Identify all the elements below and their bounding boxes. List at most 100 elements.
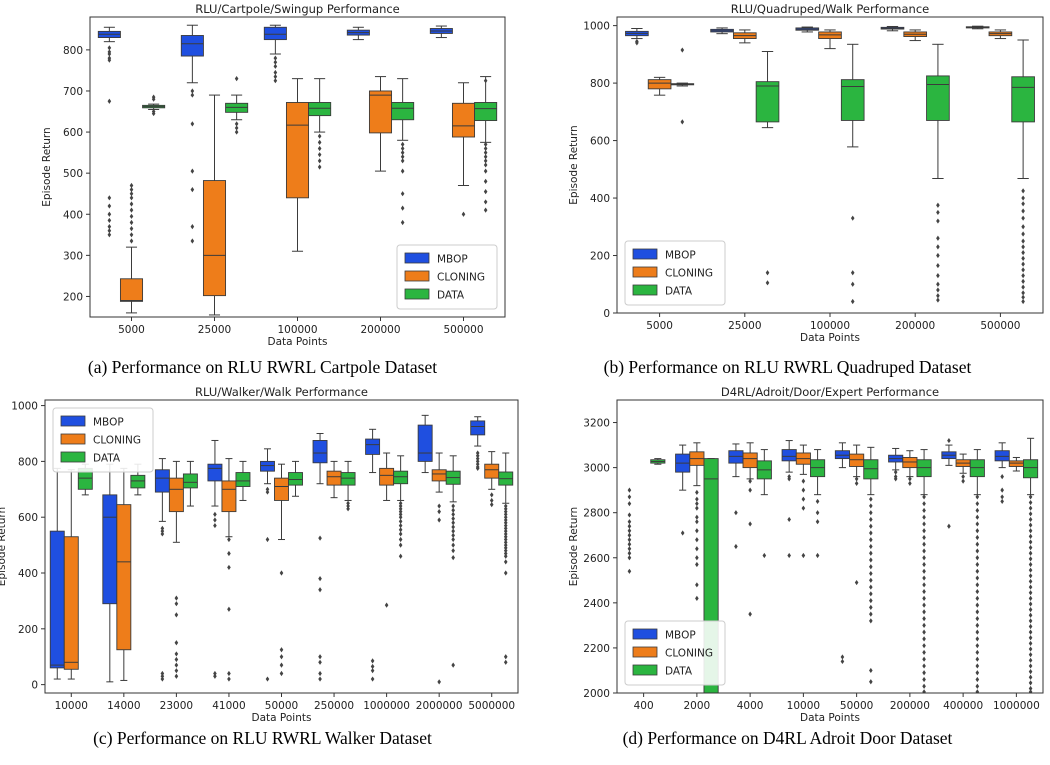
box-cloning [379, 467, 395, 486]
outlier-point [265, 536, 270, 543]
outlier-point [975, 636, 980, 642]
legend-swatch-cloning [404, 270, 430, 282]
outlier-point [1028, 652, 1033, 658]
outlier-point [437, 503, 441, 509]
outlier-point [151, 110, 156, 117]
outlier-point [318, 659, 322, 665]
outlier-point [483, 199, 488, 205]
outlier-point [190, 238, 195, 244]
outlier-point [398, 500, 403, 506]
outlier-point [346, 506, 350, 512]
outlier-point [975, 643, 980, 649]
plot-area [97, 24, 498, 316]
outlier-point [483, 141, 488, 147]
outlier-point [1028, 499, 1033, 506]
outlier-point [317, 164, 322, 170]
box-cloning [1008, 460, 1024, 467]
outlier-point [627, 546, 632, 552]
box-mbop [994, 450, 1010, 462]
outlier-point [483, 162, 488, 168]
outlier-point [936, 287, 940, 293]
outlier-point [869, 564, 873, 570]
outlier-point [975, 534, 980, 541]
box-cloning [849, 453, 865, 467]
outlier-point [370, 676, 375, 682]
outlier-point [317, 133, 322, 139]
box-cloning [274, 477, 289, 501]
outlier-point [893, 469, 898, 475]
outlier-point [922, 534, 926, 541]
outlier-point [975, 541, 980, 547]
chart-title: RLU/Cartpole/Swingup Performance [195, 2, 400, 16]
outlier-point [936, 281, 940, 287]
box-mbop [260, 460, 275, 472]
outlier-point [695, 582, 699, 588]
outlier-point [869, 584, 873, 590]
outlier-point [975, 676, 980, 683]
outlier-point [400, 154, 405, 160]
outlier-point [922, 541, 926, 547]
box-cloning [326, 470, 342, 486]
outlier-point [922, 575, 926, 581]
box-cloning [168, 477, 184, 513]
box-cloning [484, 463, 500, 479]
outlier-point [451, 555, 455, 561]
outlier-point [400, 158, 405, 164]
outlier-point [627, 541, 632, 547]
outlier-point [815, 519, 820, 525]
outlier-point [451, 536, 455, 543]
outlier-point [922, 514, 926, 520]
outlier-point [1028, 567, 1033, 573]
outlier-point [975, 494, 980, 500]
outlier-point [503, 503, 508, 509]
legend-swatch-mbop [632, 248, 658, 260]
outlier-point [483, 154, 488, 160]
box-data [288, 472, 303, 486]
box-data [474, 102, 498, 122]
outlier-point [160, 670, 165, 677]
outlier-point [174, 595, 179, 601]
outlier-point [107, 232, 112, 238]
y-tick-label: 600 [590, 136, 610, 148]
outlier-point [850, 281, 855, 287]
y-tick-label: 800 [18, 456, 38, 468]
x-tick-label: 50000 [840, 700, 873, 712]
outlier-point [398, 536, 403, 543]
outlier-point [503, 536, 508, 543]
box-mbop [781, 449, 797, 462]
outlier-point [695, 561, 699, 568]
outlier-point [279, 654, 284, 660]
outlier-point [318, 535, 322, 541]
y-tick-label: 3000 [583, 463, 610, 475]
outlier-point [400, 205, 405, 211]
legend-label-cloning: CLONING [665, 268, 713, 280]
box-data [130, 474, 146, 489]
outlier-point [908, 480, 912, 486]
box-mbop [180, 35, 204, 57]
chart-title: RLU/Walker/Walk Performance [195, 385, 368, 399]
outlier-point [129, 238, 134, 244]
outlier-point [318, 654, 322, 660]
legend-swatch-data [60, 451, 86, 463]
box-data [1023, 459, 1039, 479]
outlier-point [748, 521, 752, 527]
outlier-point [748, 611, 752, 617]
outlier-point [318, 670, 322, 677]
outlier-point [975, 528, 980, 534]
outlier-point [975, 501, 980, 507]
outlier-point [400, 145, 405, 152]
legend-label-mbop: MBOP [665, 250, 696, 262]
y-tick-label: 500 [63, 168, 83, 180]
outlier-point [695, 489, 699, 496]
outlier-point [503, 570, 508, 576]
outlier-point [503, 553, 508, 559]
outlier-point [279, 647, 284, 653]
outlier-point [398, 542, 403, 548]
x-tick-label: 100000 [277, 324, 317, 336]
box-mbop [154, 469, 170, 493]
outlier-point [695, 496, 699, 502]
outlier-point [318, 575, 322, 582]
legend-swatch-mbop [60, 415, 86, 427]
outlier-point [234, 125, 239, 131]
x-tick-label: 500000 [443, 324, 483, 336]
